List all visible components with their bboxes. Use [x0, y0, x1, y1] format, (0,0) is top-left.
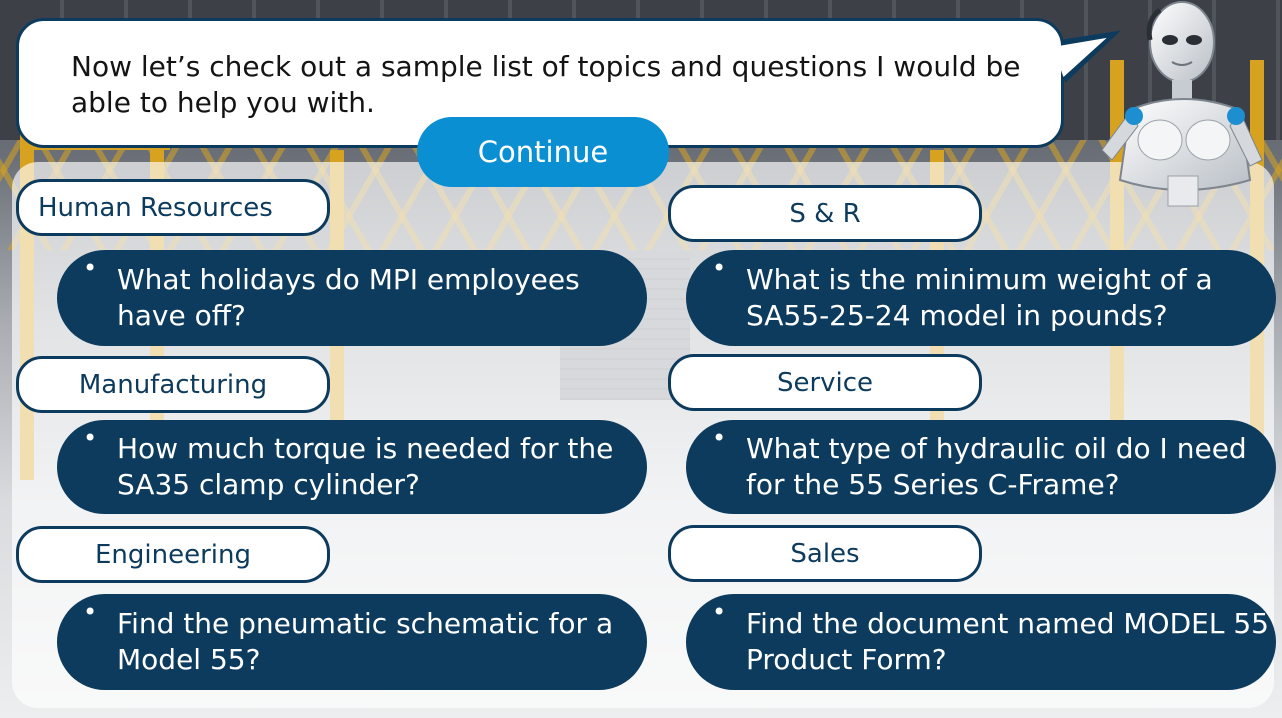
speech-bubble-text: Now let’s check out a sample list of top…	[71, 50, 1021, 119]
question-pill-human-resources[interactable]: • What holidays do MPI employees have of…	[57, 250, 647, 346]
question-pill-engineering[interactable]: • Find the pneumatic schematic for a Mod…	[57, 594, 647, 690]
question-text: What type of hydraulic oil do I need for…	[746, 432, 1247, 501]
continue-button[interactable]: Continue	[417, 117, 669, 187]
category-label-service: Service	[668, 354, 982, 411]
question-text: What is the minimum weight of a SA55-25-…	[746, 263, 1213, 332]
question-text: Find the pneumatic schematic for a Model…	[117, 607, 614, 676]
category-label-engineering: Engineering	[16, 526, 330, 583]
bullet: •	[83, 598, 98, 626]
bullet: •	[712, 424, 727, 452]
question-text: Find the document named MODEL 55 Product…	[746, 607, 1269, 676]
speech-bubble: Now let’s check out a sample list of top…	[16, 18, 1064, 148]
bullet: •	[83, 254, 98, 282]
bullet: •	[83, 424, 98, 452]
robot-avatar-icon	[1101, 1, 1263, 207]
category-label-human-resources: Human Resources	[16, 179, 330, 236]
bullet: •	[712, 598, 727, 626]
question-pill-service[interactable]: • What type of hydraulic oil do I need f…	[686, 420, 1276, 514]
category-label-sales: Sales	[668, 525, 982, 582]
question-pill-s-and-r[interactable]: • What is the minimum weight of a SA55-2…	[686, 250, 1276, 346]
question-pill-sales[interactable]: • Find the document named MODEL 55 Produ…	[686, 594, 1276, 690]
bullet: •	[712, 254, 727, 282]
category-label-manufacturing: Manufacturing	[16, 356, 330, 413]
question-text: What holidays do MPI employees have off?	[117, 263, 580, 332]
question-pill-manufacturing[interactable]: • How much torque is needed for the SA35…	[57, 420, 647, 514]
category-label-s-and-r: S & R	[668, 185, 982, 242]
question-text: How much torque is needed for the SA35 c…	[117, 432, 614, 501]
